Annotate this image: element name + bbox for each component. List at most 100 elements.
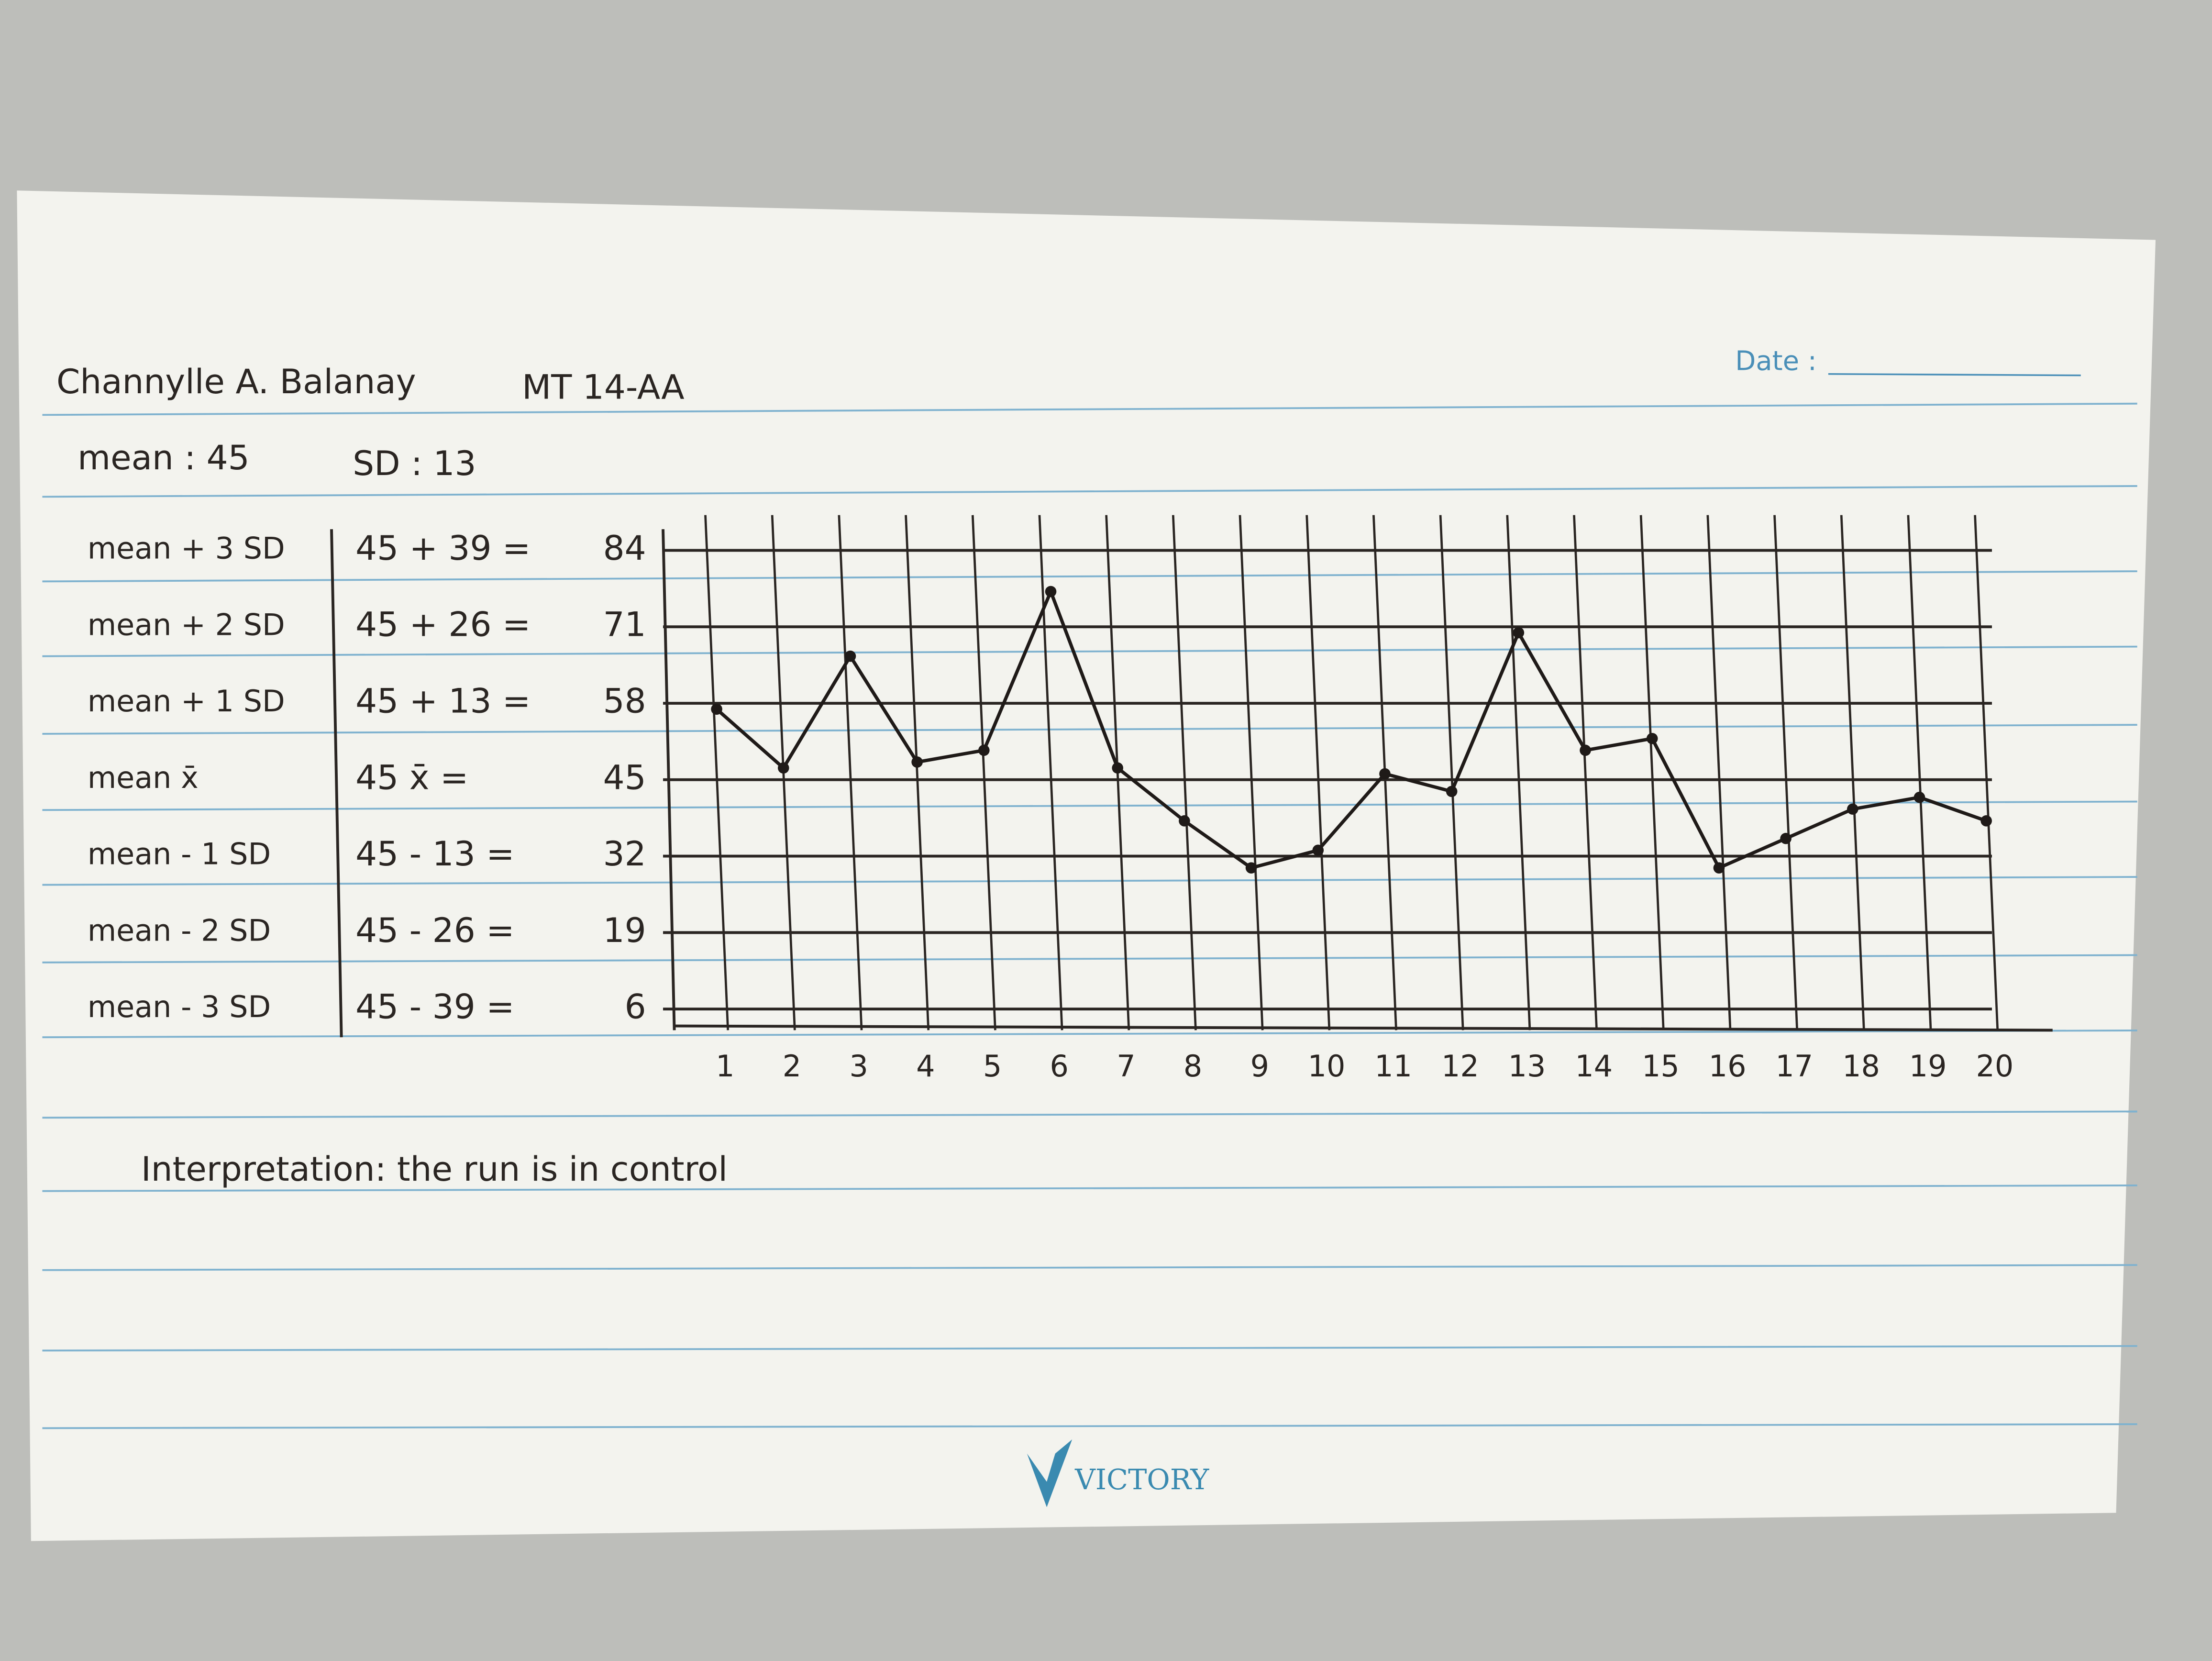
row-formula: 45 + 26 = (355, 605, 531, 644)
brand: VICTORY (1074, 1463, 1209, 1496)
data-point (1045, 586, 1057, 598)
ruled-line (42, 1423, 2137, 1429)
row-formula: 45 - 26 = (355, 910, 514, 950)
x-tick-label: 4 (916, 1049, 935, 1084)
ruled-line (42, 485, 2137, 498)
run-line (1639, 515, 1665, 1030)
run-line (1038, 515, 1063, 1030)
run-line (1773, 515, 1799, 1030)
run-line (1172, 515, 1197, 1030)
brand-logo (1027, 1439, 1073, 1507)
table-divider (330, 529, 343, 1038)
data-point (1847, 803, 1858, 815)
data-point (1312, 844, 1324, 856)
row-formula: 45 - 39 = (355, 987, 514, 1027)
ruled-line (42, 645, 2137, 657)
data-point (844, 650, 856, 662)
x-tick-label: 17 (1775, 1049, 1813, 1084)
data-point (1446, 786, 1458, 797)
y-tick-label: 58 (603, 681, 646, 721)
x-tick-label: 14 (1575, 1049, 1613, 1084)
x-tick-label: 10 (1308, 1049, 1346, 1084)
row-formula: 45 + 13 = (355, 681, 531, 721)
ruled-line (42, 402, 2137, 416)
data-point (777, 762, 789, 774)
row-label: mean - 3 SD (88, 990, 271, 1024)
x-tick-label: 1 (716, 1049, 734, 1084)
paper (17, 190, 2156, 1541)
data-point (1713, 862, 1725, 874)
data-point (1379, 768, 1391, 780)
x-tick-label: 3 (849, 1049, 868, 1084)
data-point (978, 744, 990, 756)
ruled-lines (42, 402, 2137, 1429)
y-tick-label: 32 (603, 834, 646, 874)
y-tick-label: 71 (603, 605, 646, 644)
run-line (1573, 515, 1598, 1030)
row-label: mean - 1 SD (88, 837, 271, 872)
run-line (971, 515, 996, 1030)
date-line (1828, 373, 2081, 376)
x-axis (674, 1024, 2053, 1032)
run-line (1907, 515, 1932, 1030)
y-tick-label: 19 (603, 910, 646, 950)
run-line (1706, 515, 1732, 1030)
row-formula: 45 x̄ = (355, 757, 468, 797)
data-point (911, 756, 923, 768)
run-line (905, 515, 930, 1030)
run-line (1305, 515, 1331, 1030)
data-point (1245, 862, 1257, 874)
ruled-line (42, 570, 2137, 583)
run-line (1506, 515, 1531, 1030)
data-point (1980, 815, 1992, 827)
ruled-line (42, 1345, 2137, 1351)
x-tick-label: 7 (1117, 1049, 1135, 1084)
y-tick-label: 84 (603, 528, 646, 568)
run-line (704, 515, 730, 1030)
ruled-line (42, 724, 2137, 735)
row-label: mean x̄ (88, 761, 199, 795)
data-point (1913, 791, 1925, 803)
data-point (1112, 762, 1124, 774)
x-tick-label: 20 (1976, 1049, 2013, 1084)
run-line (838, 515, 863, 1030)
section: MT 14-AA (522, 367, 685, 407)
row-label: mean + 3 SD (88, 532, 285, 566)
x-tick-label: 12 (1441, 1049, 1479, 1084)
data-point (1646, 732, 1658, 744)
row-label: mean - 2 SD (88, 913, 271, 948)
row-formula: 45 + 39 = (355, 528, 531, 568)
run-line (1239, 515, 1264, 1030)
y-tick-label: 6 (625, 987, 646, 1027)
ruled-line (42, 1030, 2137, 1039)
x-tick-label: 6 (1050, 1049, 1069, 1084)
date-label: Date : (1735, 346, 1817, 377)
y-axis (662, 529, 676, 1030)
data-point (1513, 627, 1525, 639)
ruled-line (42, 1110, 2137, 1119)
data-point (1179, 815, 1190, 827)
row-formula: 45 - 13 = (355, 834, 514, 874)
data-point (711, 703, 722, 715)
x-tick-label: 19 (1909, 1049, 1947, 1084)
x-tick-label: 11 (1374, 1049, 1412, 1084)
run-line (1840, 515, 1865, 1030)
y-tick-label: 45 (603, 757, 646, 797)
run-line (1974, 515, 1999, 1030)
row-label: mean + 1 SD (88, 684, 285, 719)
row-label: mean + 2 SD (88, 608, 285, 642)
mean-label: mean : 45 (77, 438, 250, 477)
data-line (715, 587, 1987, 870)
x-tick-label: 13 (1508, 1049, 1546, 1084)
x-tick-label: 2 (783, 1049, 801, 1084)
interpretation: Interpretation: the run is in control (141, 1149, 728, 1189)
sd-label: SD : 13 (353, 443, 476, 483)
x-tick-label: 15 (1642, 1049, 1680, 1084)
run-line (1439, 515, 1464, 1030)
ruled-line (42, 1264, 2137, 1271)
x-tick-label: 18 (1842, 1049, 1880, 1084)
ruled-line (42, 1184, 2137, 1192)
